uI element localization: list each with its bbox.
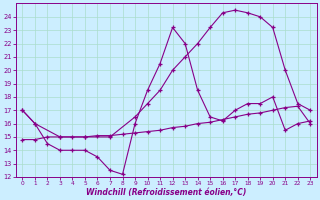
X-axis label: Windchill (Refroidissement éolien,°C): Windchill (Refroidissement éolien,°C) bbox=[86, 188, 246, 197]
